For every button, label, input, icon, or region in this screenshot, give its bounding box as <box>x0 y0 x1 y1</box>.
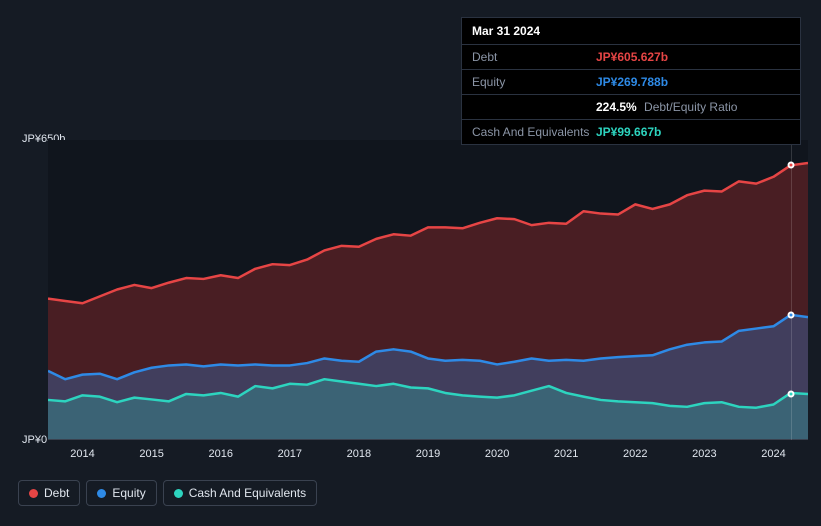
tooltip-label: Equity <box>472 75 596 89</box>
tooltip-row: 224.5% Debt/Equity Ratio <box>462 95 800 120</box>
legend-label: Debt <box>44 486 69 500</box>
y-axis-min-label: JP¥0 <box>22 434 47 446</box>
plot-area[interactable] <box>48 140 808 440</box>
x-axis-tick-label: 2020 <box>485 448 509 460</box>
marker-dot-equity <box>787 312 794 319</box>
tooltip-row: Cash And EquivalentsJP¥99.667b <box>462 120 800 144</box>
x-axis-labels: 2014 2015 2016 2017 2018 2019 2020 2021 2022 2023… <box>48 448 808 468</box>
legend-label: Cash And Equivalents <box>189 486 306 500</box>
tooltip-date: Mar 31 2024 <box>462 18 800 45</box>
x-axis-tick-label: 2015 <box>139 448 163 460</box>
marker-dot-debt <box>787 162 794 169</box>
debt-equity-chart: Mar 31 2024 DebtJP¥605.627bEquityJP¥269.… <box>18 10 808 510</box>
tooltip-row: EquityJP¥269.788b <box>462 70 800 95</box>
x-axis-tick-label: 2023 <box>692 448 716 460</box>
x-axis-tick-label: 2017 <box>278 448 302 460</box>
legend-item-cash[interactable]: Cash And Equivalents <box>163 480 317 506</box>
legend-label: Equity <box>112 486 145 500</box>
x-axis-tick-label: 2018 <box>347 448 371 460</box>
legend-item-equity[interactable]: Equity <box>86 480 156 506</box>
tooltip-row: DebtJP¥605.627b <box>462 45 800 70</box>
marker-dot-cash <box>787 390 794 397</box>
x-axis-tick-label: 2024 <box>761 448 785 460</box>
chart-legend: Debt Equity Cash And Equivalents <box>18 480 317 506</box>
tooltip-label <box>472 100 596 114</box>
x-axis-tick-label: 2014 <box>70 448 94 460</box>
chart-tooltip: Mar 31 2024 DebtJP¥605.627bEquityJP¥269.… <box>461 17 801 145</box>
tooltip-suffix: Debt/Equity Ratio <box>641 100 738 114</box>
tooltip-value: JP¥605.627b <box>596 50 668 64</box>
legend-dot-icon <box>97 489 106 498</box>
tooltip-value: JP¥269.788b <box>596 75 668 89</box>
legend-item-debt[interactable]: Debt <box>18 480 80 506</box>
tooltip-label: Cash And Equivalents <box>472 125 596 139</box>
legend-dot-icon <box>29 489 38 498</box>
x-axis-tick-label: 2016 <box>208 448 232 460</box>
x-axis-tick-label: 2019 <box>416 448 440 460</box>
legend-dot-icon <box>174 489 183 498</box>
x-axis-tick-label: 2022 <box>623 448 647 460</box>
tooltip-label: Debt <box>472 50 596 64</box>
tooltip-value: JP¥99.667b <box>596 125 661 139</box>
tooltip-value: 224.5% <box>596 100 637 114</box>
x-axis-tick-label: 2021 <box>554 448 578 460</box>
